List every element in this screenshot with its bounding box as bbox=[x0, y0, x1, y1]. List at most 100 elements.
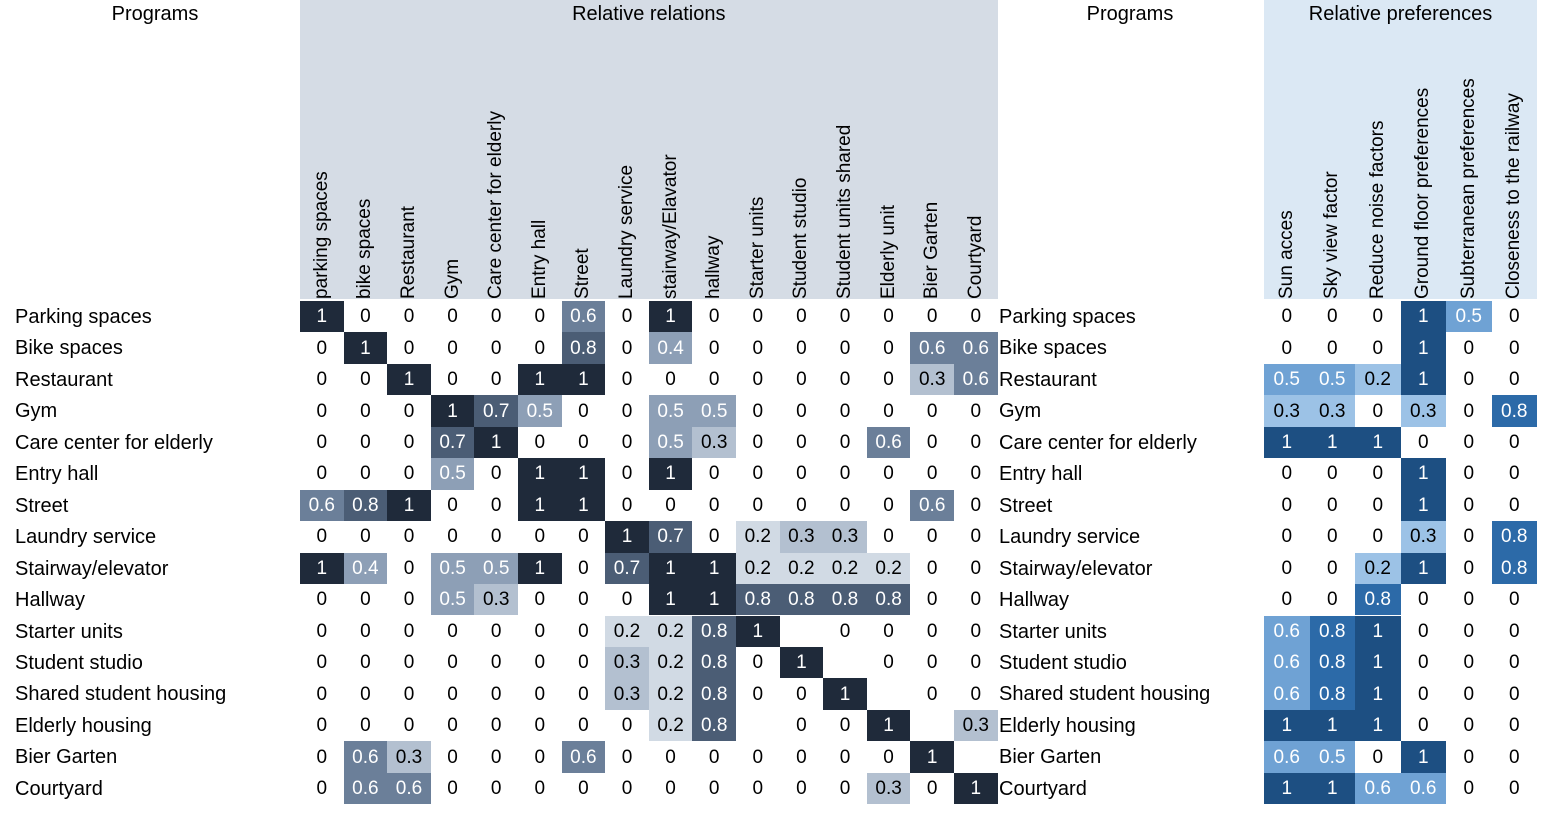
relations-cell: 0 bbox=[605, 301, 649, 333]
right-row-label-restaurant: Restaurant bbox=[999, 368, 1097, 391]
relations-cell: 0 bbox=[430, 363, 475, 396]
right-row-label-hallway: Hallway bbox=[999, 589, 1070, 612]
relations-cell: 0.6 bbox=[300, 489, 344, 522]
relations-cell: 0 bbox=[430, 615, 475, 647]
preferences-cell: 0.3 bbox=[1400, 521, 1446, 553]
relations-cell: 0.5 bbox=[430, 584, 475, 616]
relations-cell: 0 bbox=[300, 709, 344, 742]
relations-cell: 0 bbox=[343, 709, 388, 742]
relations-cell: 0 bbox=[823, 615, 867, 647]
left-row-label-elderly-housing: Elderly housing bbox=[15, 714, 152, 737]
relations-cell: 0 bbox=[779, 678, 824, 710]
preferences-cell: 0 bbox=[1355, 301, 1401, 333]
preferences-cell: 0 bbox=[1264, 458, 1310, 490]
preferences-cell: 0.3 bbox=[1264, 395, 1310, 427]
relations-cell: 1 bbox=[823, 678, 867, 710]
relations-cell: 0.6 bbox=[343, 741, 388, 773]
programs-left-title: Programs bbox=[111, 3, 199, 25]
relations-cell: 0.5 bbox=[648, 395, 693, 427]
relations-cell: 0 bbox=[866, 615, 911, 647]
relations-cell: 0 bbox=[387, 678, 431, 710]
relations-cell: 1 bbox=[605, 521, 649, 553]
relations-cell: 0 bbox=[954, 426, 998, 459]
relations-cell: 0 bbox=[605, 458, 649, 490]
relations-cell: 0.3 bbox=[954, 709, 998, 742]
preferences-cell: 0.5 bbox=[1446, 301, 1492, 333]
relations-cell: 0 bbox=[430, 301, 475, 333]
relations-cell: 0 bbox=[387, 332, 431, 364]
relations-cell: 0 bbox=[692, 489, 736, 522]
relations-cell: 1 bbox=[300, 552, 344, 585]
relations-cell: 0 bbox=[474, 772, 518, 805]
relations-cell: 0 bbox=[300, 395, 344, 427]
relations-cell: 0.6 bbox=[954, 363, 998, 396]
relations-cell: 0 bbox=[518, 332, 562, 364]
relations-cell: 0 bbox=[474, 301, 518, 333]
relations-cell: 0 bbox=[823, 458, 867, 490]
preferences-cell: 0 bbox=[1446, 458, 1492, 490]
relations-cell: 0 bbox=[430, 521, 475, 553]
preferences-cell: 1 bbox=[1400, 489, 1446, 522]
relations-cell: 0 bbox=[518, 521, 562, 553]
relations-cell: 0.8 bbox=[692, 646, 736, 679]
relations-cell: 0 bbox=[343, 521, 388, 553]
preferences-cell: 0 bbox=[1309, 521, 1355, 553]
preferences-cell: 0 bbox=[1491, 678, 1537, 710]
relations-cell: 0 bbox=[387, 458, 431, 490]
relations-cell: 0.2 bbox=[648, 615, 693, 647]
relations-cell: 0 bbox=[866, 332, 911, 364]
relations-cell: 1 bbox=[866, 709, 911, 742]
relations-cell: 0 bbox=[474, 332, 518, 364]
relations-cell: 0 bbox=[910, 458, 954, 490]
relations-cell: 0 bbox=[430, 489, 475, 522]
relations-cell: 0 bbox=[823, 709, 867, 742]
relations-cell: 0 bbox=[387, 301, 431, 333]
preferences-cell: 0 bbox=[1446, 426, 1492, 459]
relations-cell: 0.3 bbox=[387, 741, 431, 773]
preferences-cell: 0 bbox=[1491, 489, 1537, 522]
relations-cell: 0 bbox=[300, 426, 344, 459]
relations-cell: 0 bbox=[779, 332, 824, 364]
relations-cell: 0.4 bbox=[343, 552, 388, 585]
preferences-cell: 0 bbox=[1446, 332, 1492, 364]
relations-cell: 0.5 bbox=[430, 552, 475, 585]
relations-cell: 0 bbox=[736, 772, 780, 805]
relations-cell: 0.8 bbox=[561, 332, 606, 364]
relations-cell: 0 bbox=[518, 426, 562, 459]
relations-cell: 0.8 bbox=[692, 615, 736, 647]
relations-cell: 0 bbox=[954, 678, 998, 710]
preferences-cell: 1 bbox=[1400, 458, 1446, 490]
relations-cell: 0 bbox=[300, 772, 344, 805]
relations-col-header-street: Street bbox=[572, 248, 594, 299]
relations-cell: 0 bbox=[605, 363, 649, 396]
relations-cell: 0 bbox=[518, 709, 562, 742]
relations-cell: 0.2 bbox=[866, 552, 911, 585]
preferences-cell: 0 bbox=[1264, 552, 1310, 585]
right-row-label-courtyard: Courtyard bbox=[999, 777, 1087, 800]
right-row-label-care-center-for-elderly: Care center for elderly bbox=[999, 431, 1197, 454]
preferences-cell: 0 bbox=[1491, 615, 1537, 647]
relations-cell: 1 bbox=[648, 301, 693, 333]
preferences-cell: 0 bbox=[1491, 332, 1537, 364]
preferences-cell: 0 bbox=[1491, 426, 1537, 459]
relations-cell: 1 bbox=[387, 363, 431, 396]
relations-col-header-student-studio: Student studio bbox=[790, 177, 812, 299]
relations-cell: 0 bbox=[343, 426, 388, 459]
preferences-cell: 0.8 bbox=[1491, 552, 1537, 585]
relations-cell: 0 bbox=[910, 301, 954, 333]
left-row-label-hallway: Hallway bbox=[15, 589, 86, 612]
relations-cell bbox=[823, 646, 867, 679]
left-row-label-bier-garten: Bier Garten bbox=[15, 746, 118, 769]
preferences-cell: 0 bbox=[1355, 489, 1401, 522]
preferences-cell: 0 bbox=[1264, 584, 1310, 616]
right-row-label-shared-student-housing: Shared student housing bbox=[999, 683, 1211, 706]
preferences-cell: 1 bbox=[1264, 772, 1310, 805]
relations-cell: 0.3 bbox=[605, 646, 649, 679]
preferences-cell: 1 bbox=[1309, 426, 1355, 459]
relations-cell: 0.8 bbox=[692, 709, 736, 742]
relations-cell: 0 bbox=[561, 552, 606, 585]
relations-cell: 0 bbox=[736, 741, 780, 773]
relations-cell: 0 bbox=[300, 615, 344, 647]
preferences-cell: 0 bbox=[1446, 521, 1492, 553]
relations-cell: 0 bbox=[518, 301, 562, 333]
